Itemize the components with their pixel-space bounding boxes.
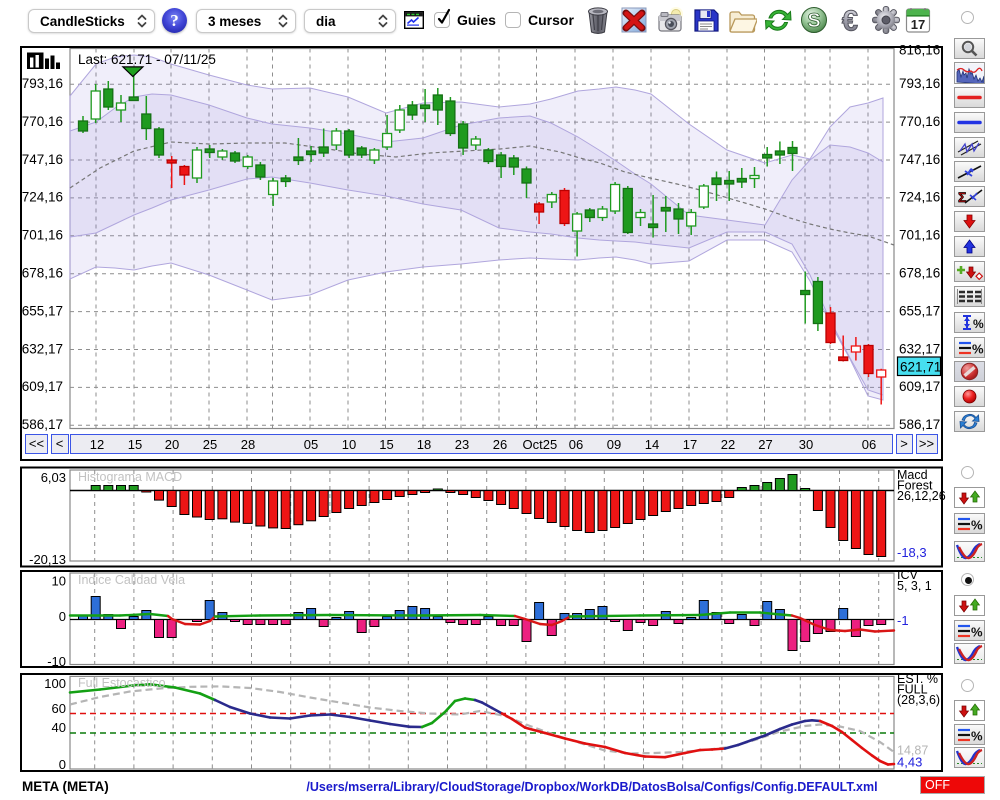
svg-text:17: 17 bbox=[911, 17, 925, 32]
svg-text:(28,3,6): (28,3,6) bbox=[897, 693, 940, 707]
svg-text:-1: -1 bbox=[897, 613, 909, 628]
svg-text:724,16: 724,16 bbox=[22, 190, 63, 205]
svg-text:14,87: 14,87 bbox=[897, 744, 928, 758]
svg-text:701,16: 701,16 bbox=[899, 228, 940, 243]
svg-text:60: 60 bbox=[52, 701, 66, 716]
svg-text:100: 100 bbox=[44, 676, 66, 691]
svg-text:%: % bbox=[971, 517, 983, 532]
svg-text:Indice Calidad Vela: Indice Calidad Vela bbox=[78, 573, 185, 587]
svg-text:Σ: Σ bbox=[958, 189, 966, 205]
svg-text:609,17: 609,17 bbox=[899, 379, 940, 394]
svg-text:0: 0 bbox=[59, 757, 66, 772]
svg-text:678,16: 678,16 bbox=[899, 266, 940, 281]
svg-text:816,16: 816,16 bbox=[899, 43, 940, 58]
svg-text:655,17: 655,17 bbox=[22, 303, 63, 318]
svg-text:Macd: Macd bbox=[897, 468, 928, 482]
svg-text:FULL: FULL bbox=[897, 683, 928, 697]
svg-text:ICV: ICV bbox=[897, 568, 919, 582]
svg-text:4,43: 4,43 bbox=[897, 755, 922, 770]
svg-text:EST. %: EST. % bbox=[897, 672, 938, 686]
svg-text:Full Estocastico: Full Estocastico bbox=[78, 676, 166, 690]
svg-text:724,16: 724,16 bbox=[899, 190, 940, 205]
svg-text:6,03: 6,03 bbox=[41, 470, 66, 485]
svg-text:678,16: 678,16 bbox=[22, 266, 63, 281]
svg-text:-10: -10 bbox=[47, 654, 66, 669]
svg-text:%: % bbox=[972, 341, 984, 356]
svg-text:632,17: 632,17 bbox=[22, 341, 63, 356]
svg-text:S: S bbox=[807, 10, 820, 32]
svg-text:632,17: 632,17 bbox=[899, 341, 940, 356]
svg-text:655,17: 655,17 bbox=[899, 303, 940, 318]
svg-text:5, 3, 1: 5, 3, 1 bbox=[897, 579, 932, 593]
svg-text:Histograma MACD: Histograma MACD bbox=[78, 470, 182, 484]
svg-text:621,71: 621,71 bbox=[900, 360, 941, 375]
svg-text:€: € bbox=[842, 6, 858, 36]
svg-text:%: % bbox=[971, 728, 983, 743]
svg-text:0: 0 bbox=[59, 609, 66, 624]
svg-text:Forest: Forest bbox=[897, 479, 933, 493]
svg-text:770,16: 770,16 bbox=[899, 114, 940, 129]
svg-text:-20,13: -20,13 bbox=[29, 552, 66, 567]
svg-text:586,17: 586,17 bbox=[22, 417, 63, 432]
svg-text:793,16: 793,16 bbox=[899, 76, 940, 91]
svg-text:%: % bbox=[973, 317, 984, 331]
svg-text:26,12,26: 26,12,26 bbox=[897, 489, 946, 503]
svg-text:770,16: 770,16 bbox=[22, 114, 63, 129]
svg-text:586,17: 586,17 bbox=[899, 417, 940, 432]
svg-text:Last: 621.71 - 07/11/25: Last: 621.71 - 07/11/25 bbox=[78, 52, 216, 67]
svg-text:747,16: 747,16 bbox=[899, 152, 940, 167]
svg-text:747,16: 747,16 bbox=[22, 152, 63, 167]
svg-text:701,16: 701,16 bbox=[22, 228, 63, 243]
svg-text:10: 10 bbox=[52, 574, 66, 589]
svg-text:609,17: 609,17 bbox=[22, 379, 63, 394]
svg-text:40: 40 bbox=[52, 720, 66, 735]
svg-text:793,16: 793,16 bbox=[22, 76, 63, 91]
svg-text:-18,3: -18,3 bbox=[897, 545, 927, 560]
svg-text:%: % bbox=[971, 624, 983, 639]
